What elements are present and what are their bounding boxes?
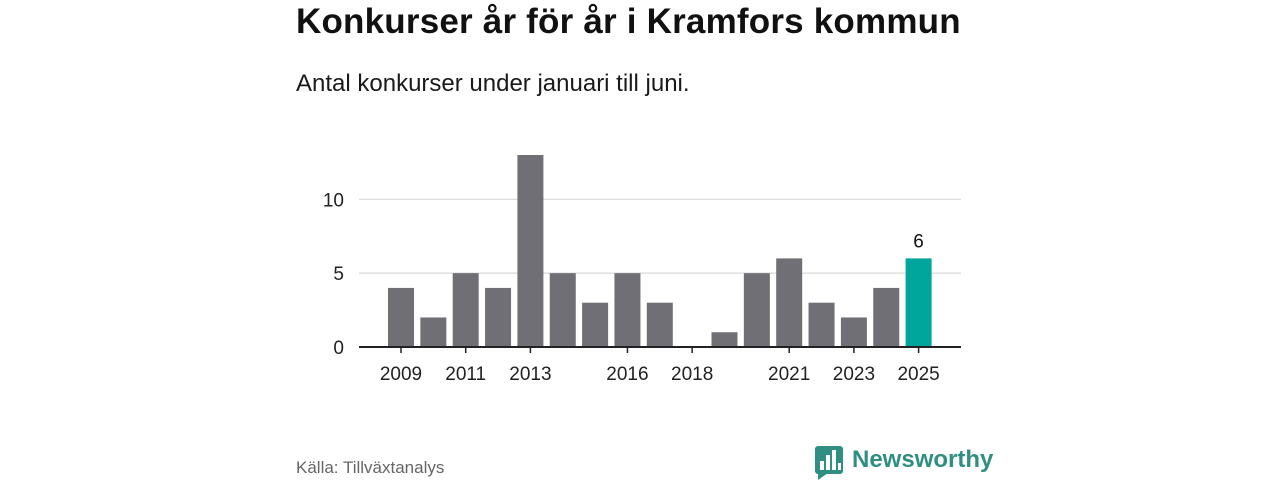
x-tick-label: 2009 bbox=[380, 364, 422, 385]
bar-2021 bbox=[776, 258, 803, 347]
bar-2009 bbox=[388, 287, 414, 347]
x-tick-label: 2023 bbox=[833, 364, 875, 385]
x-tick-label: 2016 bbox=[606, 364, 648, 385]
x-tick-label: 2018 bbox=[671, 364, 713, 385]
bar-2015 bbox=[582, 302, 609, 347]
chart-title: Konkurser år för år i Kramfors kommun bbox=[296, 2, 961, 41]
source-note: Källa: Tillväxtanalys bbox=[296, 458, 445, 477]
brand-name: Newsworthy bbox=[852, 446, 994, 473]
bar-2019 bbox=[711, 332, 738, 347]
y-tick-label: 0 bbox=[333, 338, 344, 359]
x-tick-label: 2021 bbox=[768, 364, 810, 385]
bar-2014 bbox=[549, 273, 576, 347]
bar-2023 bbox=[840, 317, 867, 347]
bar-2012 bbox=[485, 287, 512, 347]
bar-2010 bbox=[420, 317, 447, 347]
bar-chart-speech-bubble-icon bbox=[815, 446, 843, 480]
bar-chart: 0 5 10 2009 2011 2013 2016 2018 2021 2023 2025 6 bbox=[323, 155, 961, 385]
brand-logo-group: Newsworthy bbox=[815, 446, 993, 480]
chart-subtitle: Antal konkurser under januari till juni. bbox=[296, 70, 690, 97]
bar-2024 bbox=[873, 287, 900, 347]
y-tick-label: 5 bbox=[333, 264, 344, 285]
bar-2013 bbox=[517, 155, 544, 347]
y-tick-label: 10 bbox=[323, 190, 344, 211]
bars bbox=[388, 155, 932, 347]
gridlines bbox=[359, 198, 961, 274]
bar-2017 bbox=[646, 302, 673, 347]
bar-2020 bbox=[743, 273, 770, 347]
axes bbox=[359, 346, 961, 353]
bar-2025 bbox=[905, 258, 932, 347]
bar-2011 bbox=[452, 273, 479, 347]
labels: 0 5 10 2009 2011 2013 2016 2018 2021 2023 2025 6 bbox=[323, 190, 940, 385]
data-label-2025: 6 bbox=[913, 231, 924, 252]
bar-2016 bbox=[614, 273, 641, 347]
bar-2022 bbox=[808, 302, 835, 347]
x-tick-label: 2025 bbox=[897, 364, 939, 385]
x-tick-label: 2013 bbox=[509, 364, 551, 385]
x-tick-label: 2011 bbox=[445, 364, 486, 385]
